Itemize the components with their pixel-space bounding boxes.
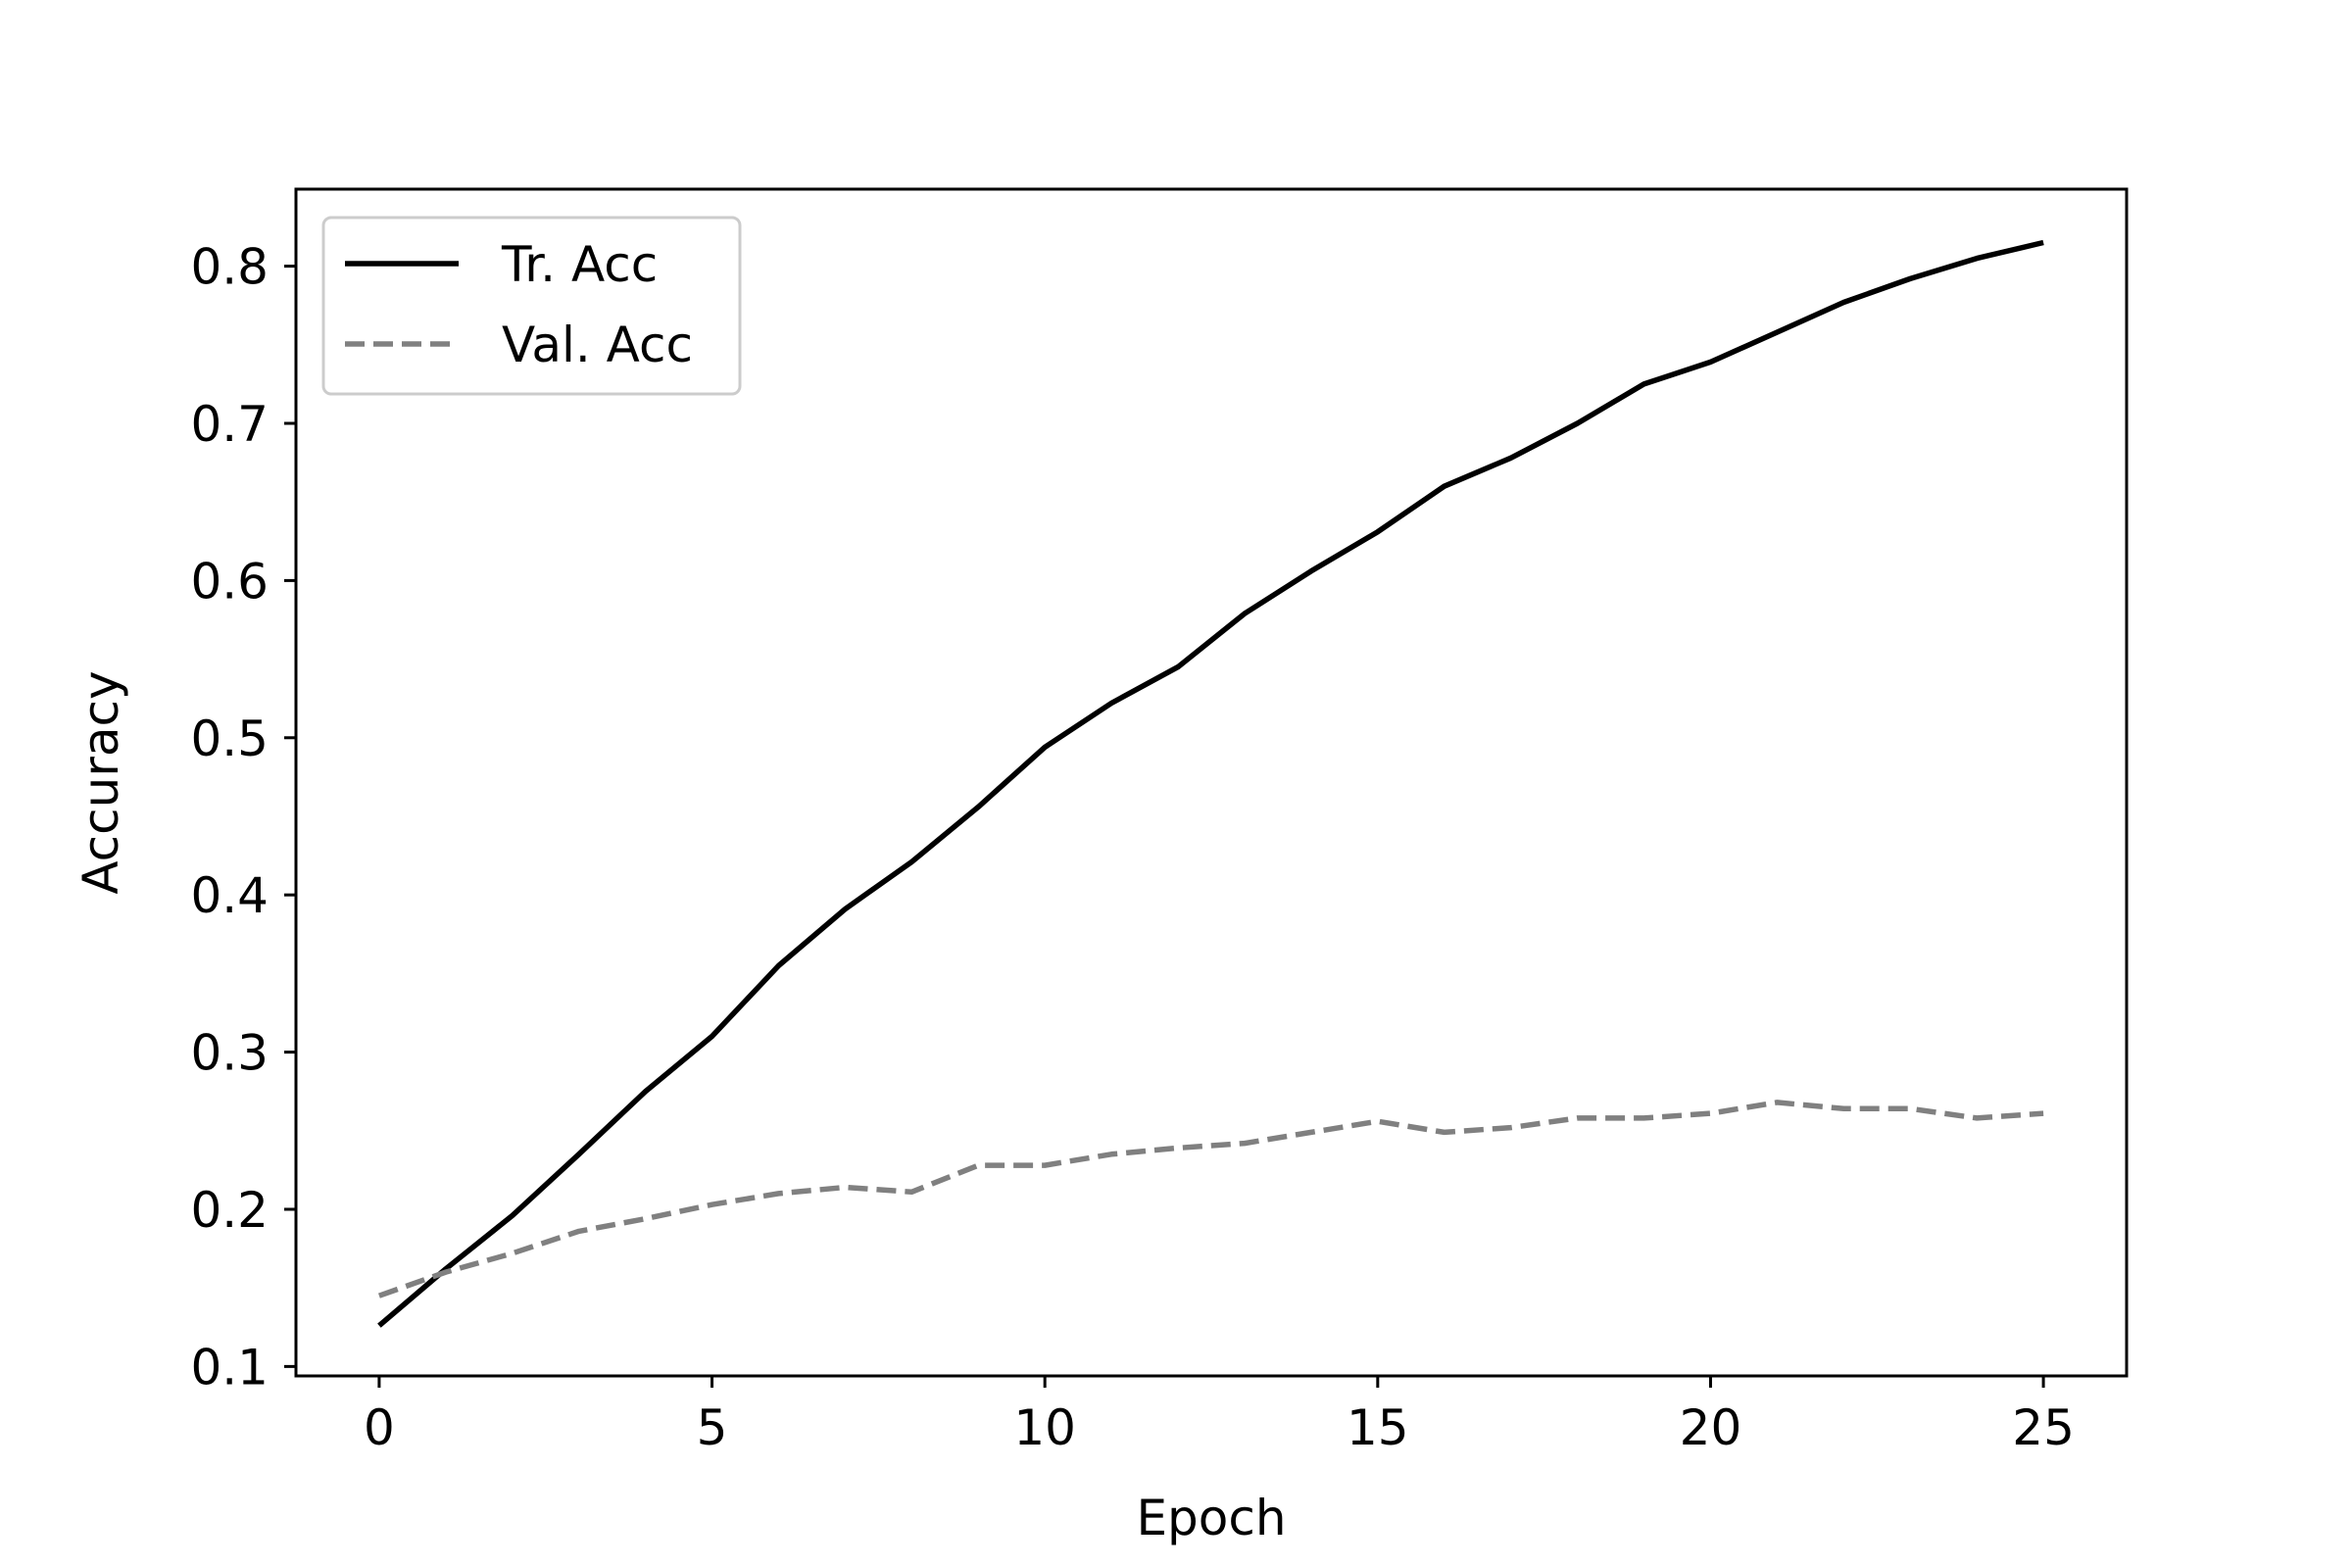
x-tick-label: 25: [2012, 1399, 2075, 1456]
legend: Tr. Acc Val. Acc: [321, 216, 742, 396]
y-tick-label: 0.2: [190, 1182, 269, 1239]
x-axis-label: Epoch: [1136, 1490, 1286, 1546]
y-tick-label: 0.6: [190, 553, 269, 610]
y-axis-ticks: 0.1 0.2 0.3 0.4 0.5 0.6 0.7 0.8: [190, 239, 296, 1396]
y-tick-label: 0.5: [190, 710, 269, 767]
y-tick-label: 0.4: [190, 867, 269, 924]
legend-label: Val. Acc: [502, 317, 693, 373]
axes-frame: [294, 187, 2129, 1378]
legend-label: Tr. Acc: [501, 236, 658, 293]
y-tick-label: 0.7: [190, 396, 269, 453]
x-tick-label: 20: [1680, 1399, 1742, 1456]
series-line-train-accuracy: [377, 239, 2044, 1328]
x-axis-ticks: 0 5 10 15 20 25: [364, 1376, 2075, 1456]
y-tick-label: 0.1: [190, 1339, 269, 1396]
x-tick-label: 5: [697, 1399, 728, 1456]
x-tick-label: 15: [1347, 1399, 1409, 1456]
y-tick-label: 0.8: [190, 239, 269, 296]
series-line-validation-accuracy: [377, 1100, 2044, 1298]
y-tick-label: 0.3: [190, 1025, 269, 1082]
series-layer: [377, 239, 2044, 1328]
y-axis-label: Accuracy: [73, 670, 129, 894]
x-tick-label: 10: [1013, 1399, 1076, 1456]
x-tick-label: 0: [364, 1399, 395, 1456]
